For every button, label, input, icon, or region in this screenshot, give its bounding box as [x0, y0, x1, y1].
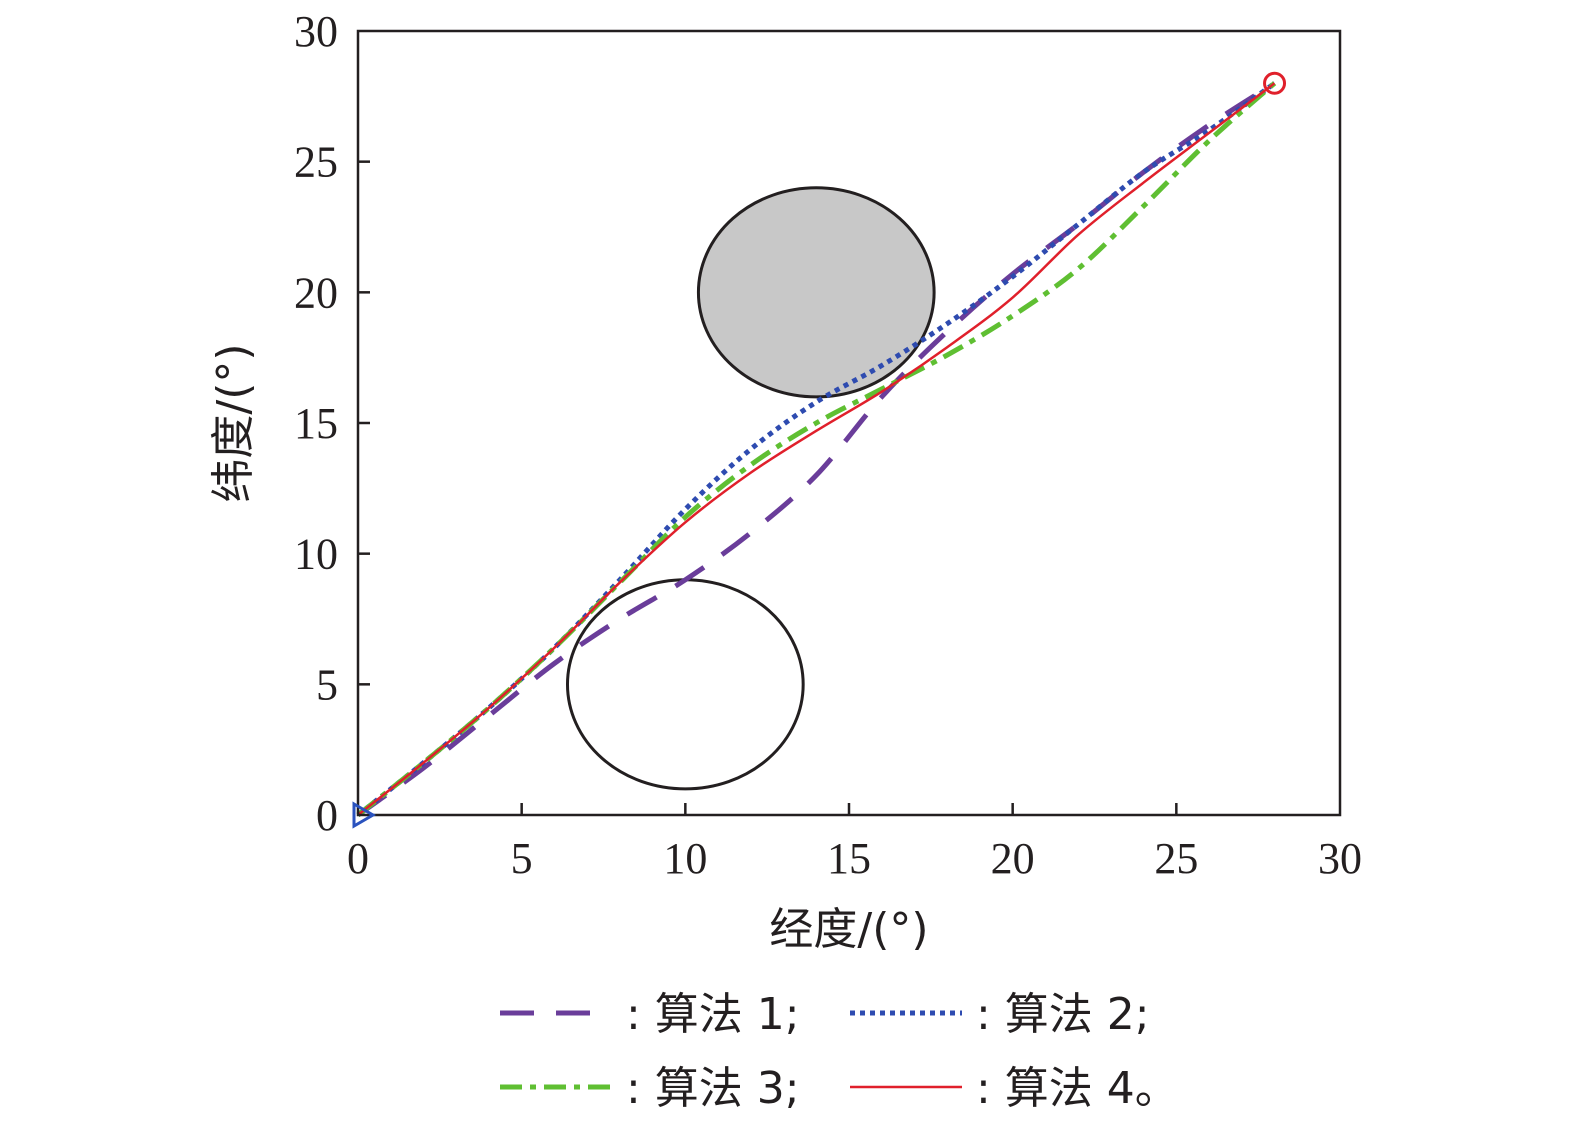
y-tick-label: 5 [316, 660, 338, 709]
marker-layer [352, 71, 1287, 829]
x-tick-label: 20 [991, 834, 1035, 883]
y-tick-label: 30 [294, 7, 338, 56]
y-axis-title: 纬度/(°) [208, 343, 259, 502]
x-tick-label: 10 [663, 834, 707, 883]
y-tick-label: 15 [294, 399, 338, 448]
series-line-4 [357, 82, 1276, 816]
legend: : 算法 1; : 算法 2; : 算法 3; : 算法 4。 [500, 989, 1179, 1114]
obstacle-2 [565, 578, 805, 791]
y-tick-label: 20 [294, 268, 338, 317]
x-tick-label: 0 [347, 834, 369, 883]
y-tick-label: 25 [294, 138, 338, 187]
obstacle-layer [565, 186, 936, 791]
y-tick-label: 10 [294, 530, 338, 579]
y-tick-label: 0 [316, 791, 338, 840]
obstacle-1 [696, 186, 936, 399]
axis-ticks: 0 5 10 15 20 25 30 0 5 10 15 20 25 30 [294, 7, 1362, 883]
legend-label-4: : 算法 4。 [976, 1063, 1179, 1114]
series-layer [356, 81, 1277, 818]
legend-label-2: : 算法 2; [976, 989, 1150, 1040]
plot-area-frame [356, 29, 1342, 817]
x-tick-label: 15 [827, 834, 871, 883]
x-axis-title: 经度/(°) [769, 904, 928, 955]
legend-label-1: : 算法 1; [626, 989, 800, 1040]
x-tick-label: 30 [1318, 834, 1362, 883]
x-tick-label: 5 [511, 834, 533, 883]
legend-label-3: : 算法 3; [626, 1063, 800, 1114]
x-tick-label: 25 [1154, 834, 1198, 883]
start-marker [352, 801, 376, 829]
end-marker [1263, 71, 1287, 95]
